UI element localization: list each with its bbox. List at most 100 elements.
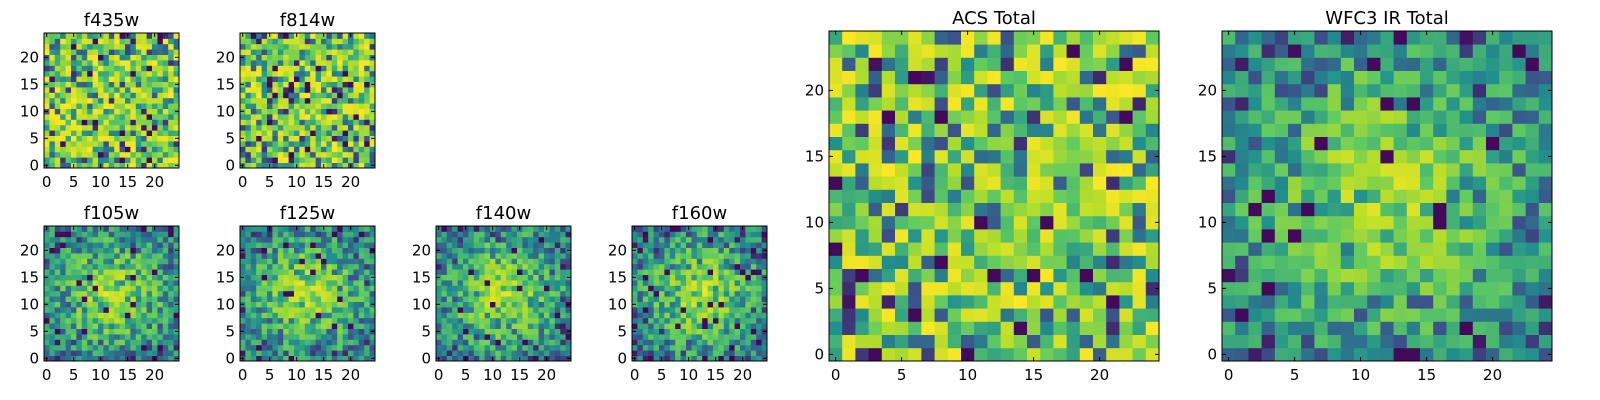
heatmap-cell [750,258,757,265]
heatmap-cell [256,135,262,142]
heatmap-cell [1446,255,1460,269]
heatmap-cell [756,323,762,329]
heatmap-cell [71,328,77,335]
heatmap-cell [98,146,104,153]
heatmap-cell [1093,295,1107,309]
heatmap-cell [87,124,93,131]
heatmap-cell [1013,149,1028,164]
heatmap-cell [310,355,316,362]
heatmap-cell [49,124,56,131]
heatmap-cell [1079,123,1094,137]
heatmap-cell [436,339,442,346]
heatmap-cell [272,119,279,126]
heatmap-cell [162,253,169,259]
heatmap-cell [1301,308,1315,322]
heatmap-cell [337,296,343,302]
heatmap-cell [130,151,137,158]
heatmap-cell [108,263,115,270]
heatmap-cell [321,301,327,308]
heatmap-cell [135,290,142,297]
heatmap-cell [718,323,725,329]
heatmap-cell [908,149,922,164]
heatmap-cell [495,328,502,335]
heatmap-cell [321,236,327,243]
heatmap-cell [468,285,475,292]
heatmap-cell [321,60,327,66]
heatmap-cell [463,296,469,302]
heatmap-cell [114,81,120,88]
heatmap-cell [130,231,137,238]
heatmap-cell [868,83,883,98]
heatmap-cell [342,247,349,254]
heatmap-cell [130,76,137,82]
heatmap-cell [54,274,61,281]
heatmap-cell [157,263,164,270]
heatmap-cell [756,290,762,297]
heatmap-cell [718,263,725,270]
heatmap-cell [130,334,137,340]
heatmap-cell [315,70,322,77]
heatmap-cell [1066,123,1081,137]
heatmap-cell [54,301,61,308]
heatmap-cell [707,242,714,248]
heatmap-cell [723,339,730,346]
heatmap-cell [881,347,896,362]
heatmap-cell [267,236,273,243]
heatmap-cell [484,328,491,335]
heatmap-cell [267,157,273,163]
heatmap-cell [842,202,856,217]
heatmap-cell [256,43,262,50]
heatmap-cell [267,119,273,126]
heatmap-cell [71,231,77,238]
heatmap-cell [463,263,469,270]
heatmap-cell [987,347,1001,362]
heatmap-cell [240,49,246,55]
heatmap-cell [261,141,268,147]
heatmap-cell [436,323,442,329]
heatmap-cell [299,76,306,82]
heatmap-cell [1446,268,1460,283]
heatmap-cell [868,281,883,296]
heatmap-cell [1132,308,1147,322]
heatmap-cell [868,189,883,203]
heatmap-cell [326,38,333,45]
heatmap-cell [294,38,300,45]
heatmap-cell [304,317,311,324]
heatmap-cell [842,268,856,283]
heatmap-cell [348,242,354,248]
heatmap-cell [49,236,56,243]
heatmap-cell [1367,189,1381,203]
heatmap-cell [1420,321,1434,335]
heatmap-cell [544,231,550,238]
heatmap-cell [44,242,50,248]
heatmap-cell [81,60,88,66]
heatmap-cell [71,49,77,55]
heatmap-cell [369,258,376,265]
heatmap-cell [353,70,360,77]
heatmap-cell [1288,255,1302,269]
heatmap-cell [1248,229,1262,243]
heatmap-cell [337,263,343,270]
heatmap-cell [1093,123,1107,137]
heatmap-cell [321,119,327,126]
heatmap-cell [490,317,496,324]
heatmap-cell [98,285,104,292]
heatmap-cell [152,97,158,104]
heatmap-cell [538,350,545,356]
y-tick-label: 15 [216,76,235,94]
heatmap-cell [54,103,61,109]
heatmap-cell [436,263,442,270]
heatmap-cell [98,274,104,281]
heatmap-cell [1040,334,1054,349]
heatmap-cell [304,141,311,147]
heatmap-cell [446,301,453,308]
heatmap-cell [745,323,752,329]
heatmap-cell [436,334,442,340]
heatmap-cell [358,81,365,88]
heatmap-cell [473,258,480,265]
heatmap-cell [81,146,88,153]
heatmap-cell [157,97,164,104]
heatmap-cell [54,258,61,265]
heatmap-cell [1053,136,1067,151]
heatmap-cell [92,103,99,109]
